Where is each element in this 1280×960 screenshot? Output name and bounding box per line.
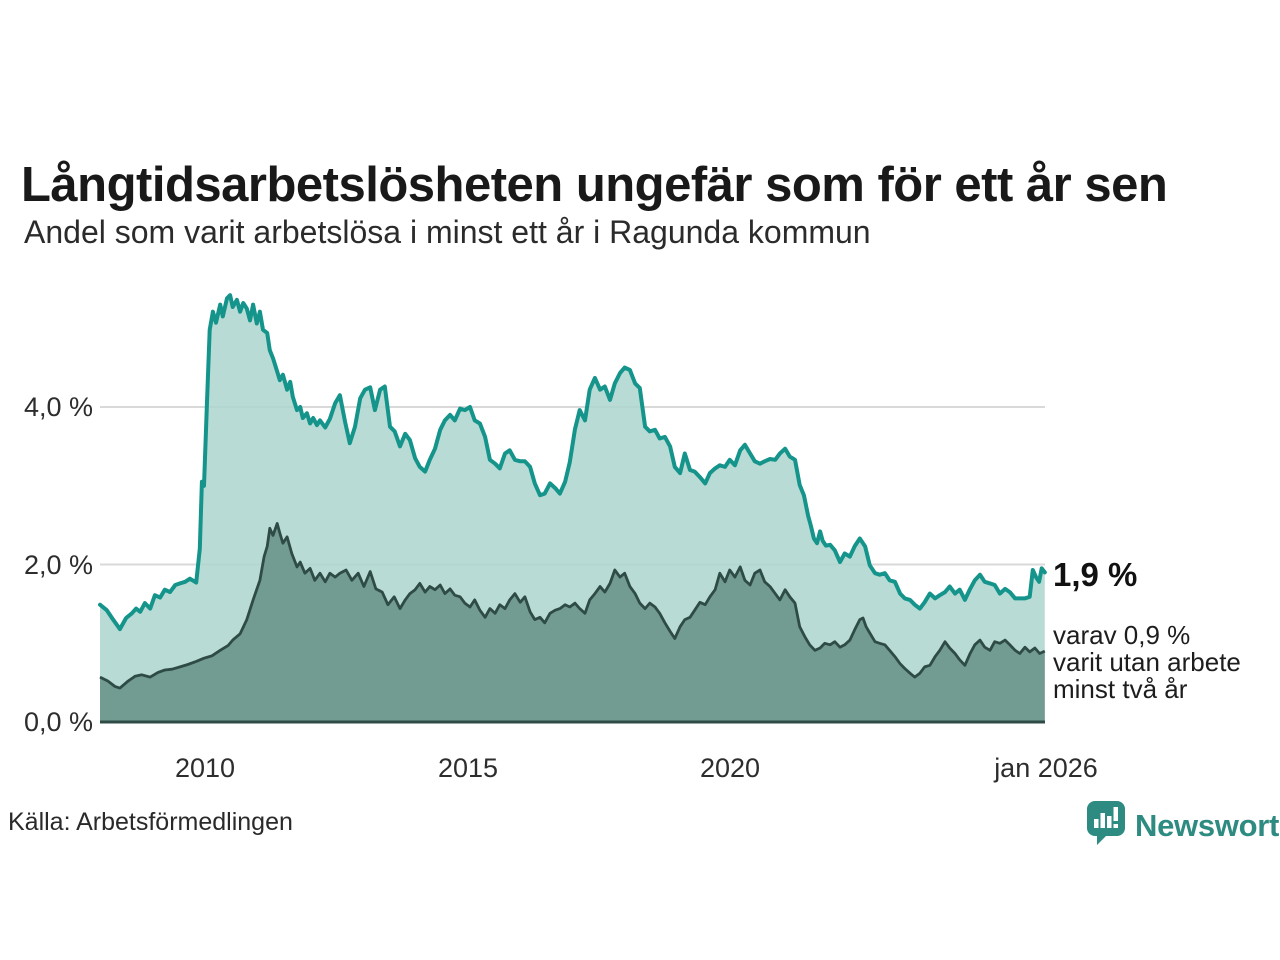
x-tick-label-2015: 2015: [437, 753, 499, 783]
newsworthy-wordmark: Newsworthy: [1135, 807, 1280, 843]
y-tick-label-0: 0,0 %: [23, 707, 93, 737]
source-note: Källa: Arbetsförmedlingen: [8, 808, 293, 836]
y-tick-label-2: 2,0 %: [23, 550, 93, 580]
page-subtitle: Andel som varit arbetslösa i minst ett å…: [24, 214, 871, 250]
page-title: Långtidsarbetslösheten ungefär som för e…: [21, 157, 1168, 212]
y-tick-label-4: 4,0 %: [23, 392, 93, 422]
x-tick-label-2020: 2020: [699, 753, 761, 783]
newsworthy-bubble-chart-icon: [1086, 800, 1126, 851]
newsworthy-logo: Newsworthy: [1086, 800, 1280, 851]
x-tick-label-jan-2026: jan 2026: [994, 753, 1098, 783]
latest-subvalue-label: varav 0,9 % varit utan arbete minst två …: [1053, 620, 1241, 704]
latest-value-label: 1,9 %: [1053, 556, 1138, 593]
x-tick-label-2010: 2010: [174, 753, 236, 783]
